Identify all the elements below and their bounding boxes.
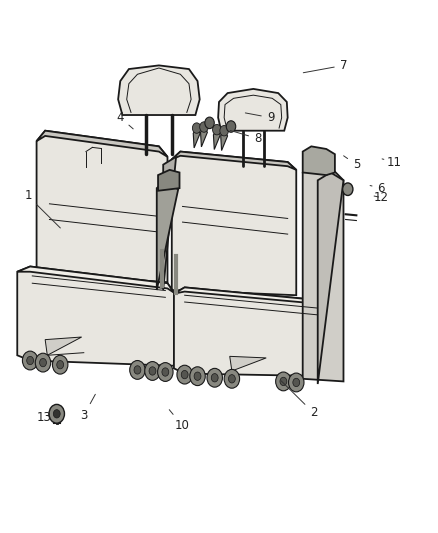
Circle shape <box>27 357 34 365</box>
PathPatch shape <box>118 66 200 115</box>
PathPatch shape <box>201 130 208 147</box>
Circle shape <box>39 358 46 367</box>
Circle shape <box>57 360 64 369</box>
Circle shape <box>190 367 205 385</box>
Text: 11: 11 <box>382 156 402 168</box>
Circle shape <box>205 117 214 128</box>
PathPatch shape <box>174 287 331 376</box>
Circle shape <box>145 361 160 381</box>
PathPatch shape <box>17 266 174 293</box>
Circle shape <box>177 365 192 384</box>
Circle shape <box>207 368 223 387</box>
PathPatch shape <box>174 287 331 308</box>
Circle shape <box>53 356 68 374</box>
Circle shape <box>229 375 235 383</box>
PathPatch shape <box>36 131 167 157</box>
Circle shape <box>224 369 240 388</box>
Text: 6: 6 <box>370 182 385 195</box>
Text: 9: 9 <box>245 111 274 124</box>
Circle shape <box>343 183 353 196</box>
PathPatch shape <box>318 173 343 384</box>
Circle shape <box>280 377 287 385</box>
PathPatch shape <box>172 151 296 295</box>
PathPatch shape <box>36 131 167 282</box>
Circle shape <box>130 360 145 379</box>
PathPatch shape <box>303 147 335 175</box>
Text: 3: 3 <box>80 394 95 422</box>
Circle shape <box>49 405 64 423</box>
Circle shape <box>200 122 208 132</box>
Circle shape <box>53 410 60 418</box>
Circle shape <box>293 378 300 386</box>
PathPatch shape <box>45 337 81 356</box>
PathPatch shape <box>303 162 343 382</box>
PathPatch shape <box>213 132 220 149</box>
Circle shape <box>162 368 169 376</box>
Circle shape <box>212 124 221 135</box>
Text: 1: 1 <box>24 190 60 228</box>
Text: 7: 7 <box>303 59 347 72</box>
Text: 8: 8 <box>230 131 261 145</box>
PathPatch shape <box>221 133 228 150</box>
Circle shape <box>181 370 188 379</box>
PathPatch shape <box>218 89 288 131</box>
PathPatch shape <box>158 170 180 191</box>
PathPatch shape <box>230 357 266 371</box>
Circle shape <box>149 367 156 375</box>
PathPatch shape <box>17 266 174 366</box>
PathPatch shape <box>157 183 178 290</box>
Circle shape <box>134 366 141 374</box>
Circle shape <box>220 125 229 136</box>
Circle shape <box>22 351 38 370</box>
Circle shape <box>211 374 218 382</box>
Circle shape <box>276 372 291 391</box>
Text: 5: 5 <box>343 156 360 171</box>
Text: 10: 10 <box>169 410 190 432</box>
Text: 2: 2 <box>281 381 317 419</box>
Text: 13: 13 <box>36 411 56 424</box>
Circle shape <box>158 362 173 382</box>
Circle shape <box>226 121 236 132</box>
PathPatch shape <box>172 151 296 170</box>
Circle shape <box>192 123 201 133</box>
PathPatch shape <box>193 131 200 148</box>
Circle shape <box>289 373 304 392</box>
Circle shape <box>194 372 201 381</box>
PathPatch shape <box>163 157 176 290</box>
Text: 4: 4 <box>117 111 133 129</box>
Text: 12: 12 <box>374 191 389 204</box>
Circle shape <box>35 353 51 372</box>
